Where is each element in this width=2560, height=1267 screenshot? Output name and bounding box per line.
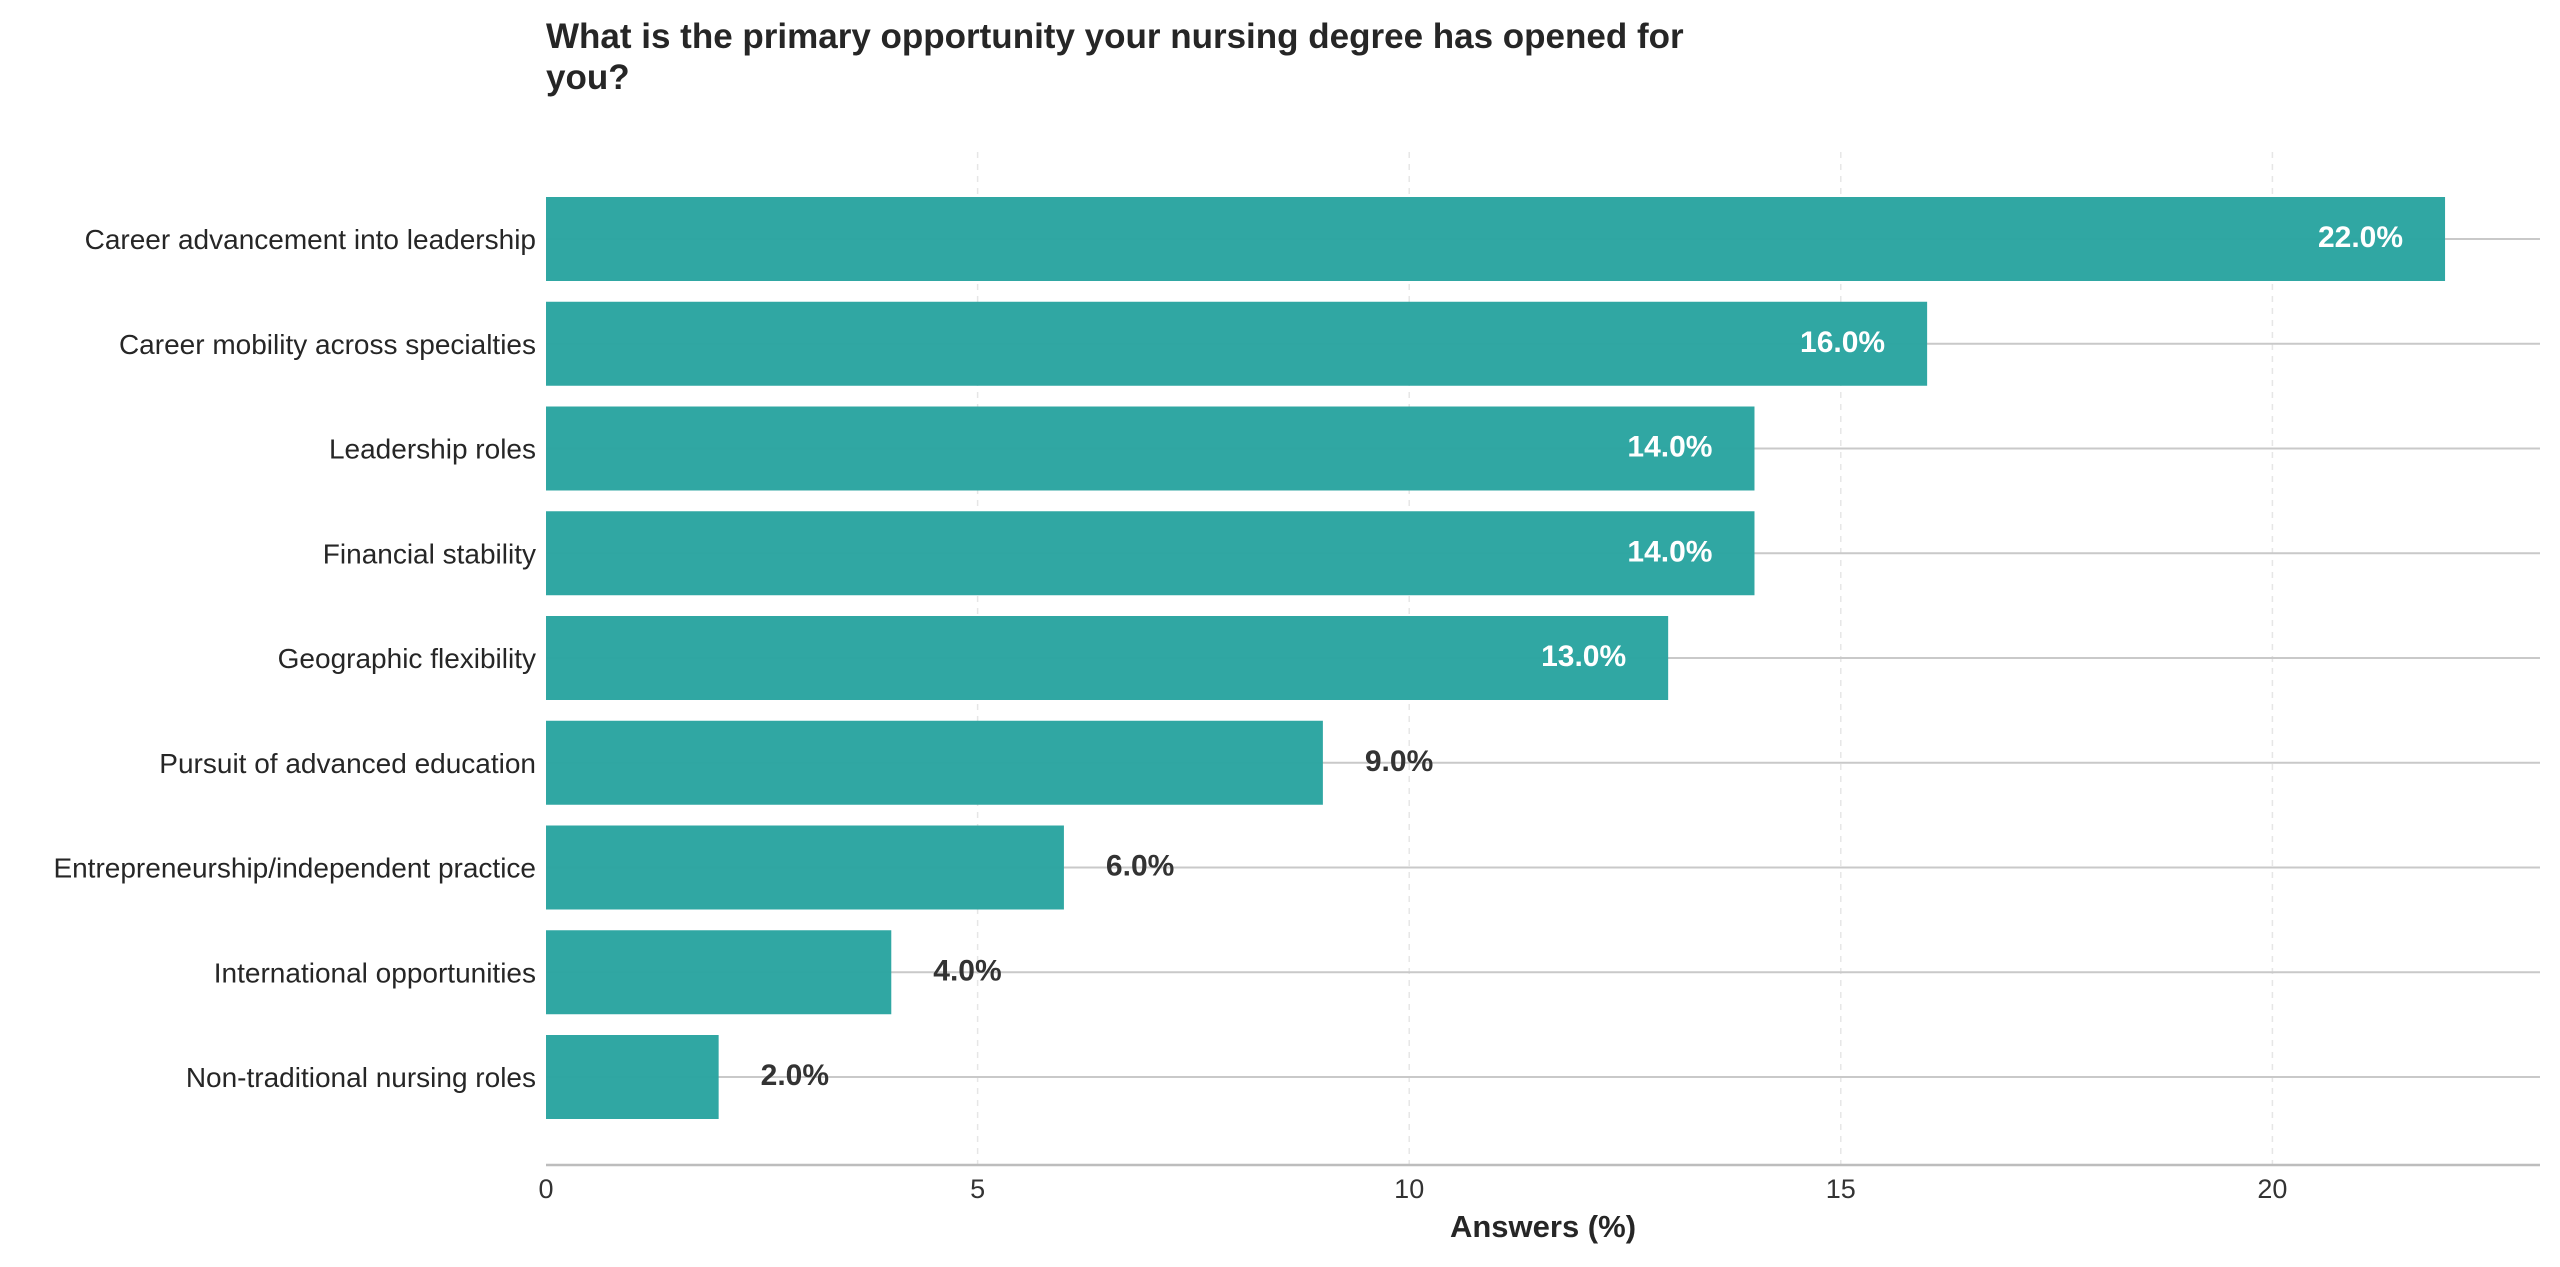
x-tick-label: 0: [538, 1174, 553, 1204]
bar: [546, 720, 1323, 805]
value-label: 16.0%: [1800, 326, 1885, 359]
category-label: Financial stability: [323, 538, 536, 569]
category-labels: Career advancement into leadership Career…: [53, 224, 536, 1093]
category-label: Entrepreneurship/independent practice: [53, 853, 536, 884]
value-label: 14.0%: [1627, 535, 1712, 568]
bar: [546, 616, 1669, 700]
bars: [546, 197, 2446, 1119]
value-label: 13.0%: [1541, 640, 1626, 673]
value-label: 6.0%: [1106, 850, 1174, 883]
x-tick-labels: 0 5 10 15 20: [538, 1174, 2287, 1204]
category-label: Leadership roles: [329, 434, 536, 465]
bar: [546, 301, 1928, 386]
x-tick-label: 5: [970, 1174, 985, 1204]
x-tick-label: 15: [1826, 1174, 1856, 1204]
value-label: 14.0%: [1627, 431, 1712, 464]
value-label: 22.0%: [2318, 221, 2403, 254]
x-tick-label: 10: [1394, 1174, 1424, 1204]
value-label: 4.0%: [933, 954, 1001, 987]
value-labels: 22.0% 16.0% 14.0% 14.0% 13.0% 9.0% 6.0% 4.0% 2.0…: [761, 221, 2403, 1092]
bar: [546, 406, 1755, 491]
bar: [546, 511, 1755, 596]
bar: [546, 1035, 719, 1119]
value-label: 9.0%: [1365, 745, 1433, 778]
bar: [546, 197, 2446, 281]
x-tick-label: 20: [2257, 1174, 2287, 1204]
bar: [546, 825, 1064, 910]
category-label: Pursuit of advanced education: [159, 748, 536, 779]
category-label: Non-traditional nursing roles: [186, 1062, 536, 1093]
bar: [546, 930, 892, 1015]
category-label: Career advancement into leadership: [85, 224, 536, 255]
category-label: International opportunities: [214, 957, 536, 988]
category-label: Career mobility across specialties: [119, 329, 536, 360]
value-label: 2.0%: [761, 1059, 829, 1092]
chart-title: What is the primary opportunity your nur…: [546, 17, 1684, 97]
x-axis-title: Answers (%): [1450, 1209, 1636, 1244]
category-label: Geographic flexibility: [278, 643, 536, 674]
